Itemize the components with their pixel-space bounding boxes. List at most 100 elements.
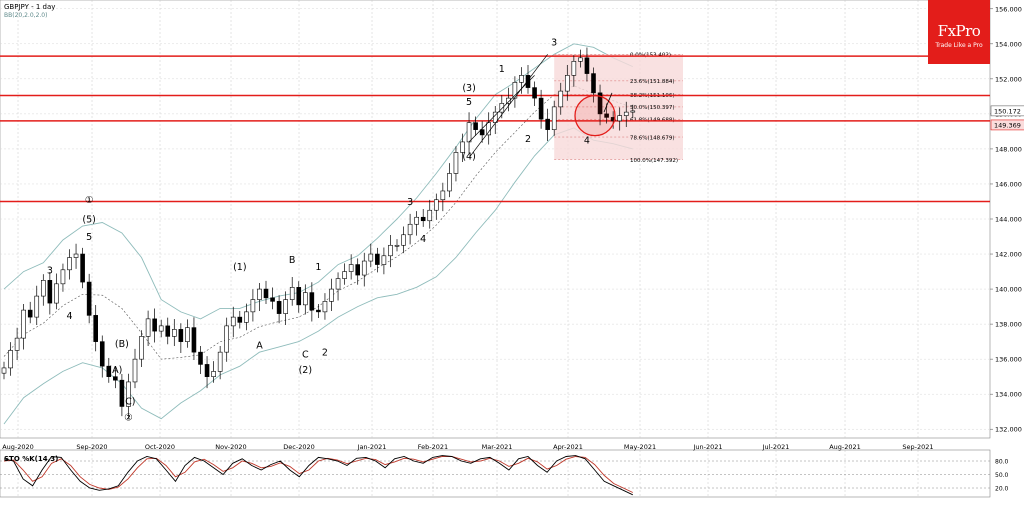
candle-up: [578, 57, 583, 62]
candle-up: [73, 253, 79, 258]
candle-down: [27, 309, 33, 318]
wave-label: 4: [66, 311, 72, 322]
y-tick-label: 144.000: [995, 216, 1022, 224]
candle-up: [34, 295, 40, 318]
candle-up: [185, 327, 190, 342]
candle-up: [257, 288, 262, 300]
candle-down: [86, 281, 92, 316]
wave-label: (5): [82, 215, 95, 226]
x-tick-label: Nov-2020: [215, 443, 246, 451]
candle-down: [204, 364, 210, 377]
candle-up: [512, 82, 518, 99]
wave-label: (A): [108, 365, 122, 376]
candle-up: [394, 244, 400, 247]
candle-down: [309, 292, 315, 311]
candle-down: [591, 73, 596, 94]
wave-label: ②: [124, 412, 133, 423]
candle-up: [623, 111, 629, 116]
candle-up: [289, 287, 295, 300]
last-price-label: 150.172: [994, 107, 1021, 115]
candle-up: [60, 269, 66, 285]
wave-label: 1: [315, 262, 321, 273]
candle-up: [342, 271, 347, 279]
y-tick-label: 142.000: [995, 251, 1022, 259]
candle-up: [230, 316, 236, 327]
candle-up: [401, 234, 406, 246]
candle-down: [263, 288, 269, 299]
y-tick-label: 132.000: [995, 426, 1022, 434]
sto-d-line: [3, 456, 633, 493]
wave-label: 4: [420, 234, 426, 245]
candle-up: [571, 61, 577, 76]
wave-label: 4: [584, 136, 590, 147]
candle-down: [198, 351, 203, 365]
wave-label: 5: [466, 97, 472, 108]
candle-up: [466, 122, 472, 143]
candle-down: [584, 57, 590, 74]
wave-label: (2): [299, 365, 312, 376]
y-tick-label: 148.000: [995, 145, 1022, 153]
x-tick-label: Jan-2021: [357, 443, 387, 451]
candle-up: [447, 173, 452, 192]
candle-up: [414, 216, 419, 225]
candle-down: [296, 287, 302, 306]
candle-up: [211, 371, 216, 377]
candle-up: [302, 292, 308, 306]
candle-up: [250, 299, 256, 313]
wave-label: 2: [525, 134, 531, 145]
wave-label: (4): [462, 151, 475, 162]
wave-label: 3: [551, 38, 557, 49]
candle-up: [67, 257, 72, 271]
wave-label: A: [256, 341, 263, 352]
candle-down: [152, 318, 157, 332]
candle-up: [519, 75, 524, 83]
candle-up: [283, 299, 288, 314]
wave-label: ①: [85, 195, 94, 206]
x-tick-label: May-2021: [624, 443, 656, 451]
highlight-circle: [574, 94, 616, 137]
oscillator-panel: [0, 449, 991, 498]
candle-up: [407, 223, 413, 236]
wave-label: 3: [407, 197, 413, 208]
wave-label: C: [302, 349, 309, 360]
candle-down: [47, 280, 53, 304]
candle-down: [80, 253, 85, 283]
fib-level-label: 23.6%(151.884): [630, 79, 675, 85]
candle-up: [139, 336, 144, 360]
x-tick-label: Apr-2021: [553, 443, 583, 451]
candle-down: [479, 129, 485, 136]
candle-down: [525, 75, 531, 88]
candle-down: [276, 301, 282, 314]
trend-line: [468, 75, 535, 143]
candle-down: [532, 87, 537, 99]
y-tick-label: 154.000: [995, 40, 1022, 48]
candle-down: [237, 316, 243, 323]
wave-label: (1): [233, 262, 246, 273]
candle-up: [158, 325, 164, 332]
x-tick-label: Aug-2021: [829, 443, 861, 451]
candle-up: [564, 75, 570, 92]
candle-up: [486, 122, 492, 136]
y-tick-label: 140.000: [995, 286, 1022, 294]
fib-level-label: 78.6%(148.679): [630, 135, 675, 141]
candle-up: [145, 318, 151, 337]
sto-level-label: 80.0: [995, 459, 1009, 466]
trend-line: [468, 54, 548, 158]
candle-up: [506, 97, 511, 104]
candle-up: [440, 190, 446, 201]
candle-up: [21, 309, 26, 339]
candle-up: [630, 110, 636, 113]
wave-label: (C): [121, 397, 135, 408]
candle-down: [99, 341, 105, 367]
candle-down: [538, 97, 544, 120]
x-tick-label: Oct-2020: [145, 443, 175, 451]
candle-up: [433, 199, 439, 211]
logo-brand: FxPro: [937, 22, 981, 40]
candle-up: [172, 329, 177, 337]
last-price-box: [990, 105, 1024, 117]
sto-level-label: 50.0: [995, 472, 1009, 479]
candle-up: [388, 244, 393, 257]
forecast-arrow: [603, 92, 613, 113]
candle-down: [473, 122, 478, 130]
